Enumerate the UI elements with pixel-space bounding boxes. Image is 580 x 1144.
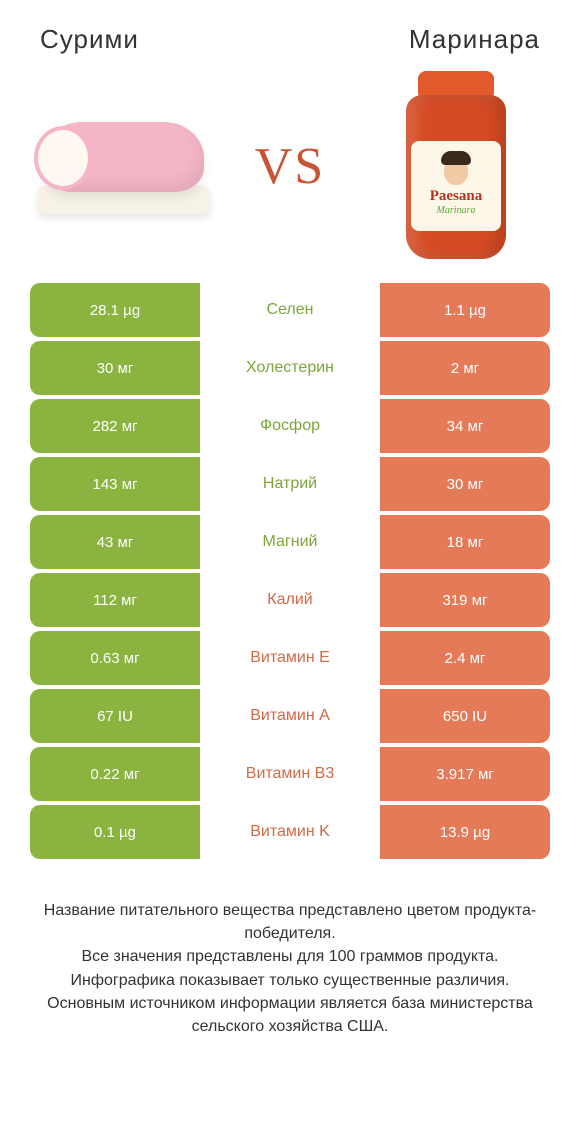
right-value: 650 IU (380, 689, 550, 743)
table-row: 0.1 µgВитамин K13.9 µg (30, 805, 550, 859)
product-right-image: Paesana Marinara (356, 76, 556, 256)
footnote-line: Все значения представлены для 100 граммо… (30, 945, 550, 968)
comparison-table: 28.1 µgСелен1.1 µg30 мгХолестерин2 мг282… (30, 283, 550, 859)
product-left-image (24, 76, 224, 256)
jar-brand: Paesana (430, 188, 483, 205)
vs-label: VS (255, 137, 325, 196)
nutrient-name: Витамин K (200, 805, 380, 859)
footnote-line: Основным источником информации является … (30, 992, 550, 1038)
left-value: 28.1 µg (30, 283, 200, 337)
right-value: 30 мг (380, 457, 550, 511)
right-value: 1.1 µg (380, 283, 550, 337)
nutrient-name: Селен (200, 283, 380, 337)
right-value: 34 мг (380, 399, 550, 453)
table-row: 0.63 мгВитамин E2.4 мг (30, 631, 550, 685)
table-row: 143 мгНатрий30 мг (30, 457, 550, 511)
nutrient-name: Натрий (200, 457, 380, 511)
footnote-line: Инфографика показывает только существенн… (30, 969, 550, 992)
left-value: 282 мг (30, 399, 200, 453)
left-value: 0.22 мг (30, 747, 200, 801)
nutrient-name: Холестерин (200, 341, 380, 395)
footnote-line: Название питательного вещества представл… (30, 899, 550, 945)
left-value: 143 мг (30, 457, 200, 511)
left-title: Сурими (40, 24, 139, 55)
table-row: 0.22 мгВитамин B33.917 мг (30, 747, 550, 801)
surimi-illustration (34, 116, 214, 216)
table-row: 43 мгМагний18 мг (30, 515, 550, 569)
table-row: 282 мгФосфор34 мг (30, 399, 550, 453)
right-value: 2 мг (380, 341, 550, 395)
nutrient-name: Витамин B3 (200, 747, 380, 801)
right-value: 3.917 мг (380, 747, 550, 801)
marinara-jar-illustration: Paesana Marinara (396, 71, 516, 261)
right-value: 18 мг (380, 515, 550, 569)
nutrient-name: Калий (200, 573, 380, 627)
table-row: 30 мгХолестерин2 мг (30, 341, 550, 395)
nutrient-name: Фосфор (200, 399, 380, 453)
left-value: 67 IU (30, 689, 200, 743)
jar-subtitle: Marinara (437, 205, 476, 216)
images-row: VS Paesana Marinara (0, 63, 580, 283)
left-value: 0.63 мг (30, 631, 200, 685)
nutrient-name: Витамин A (200, 689, 380, 743)
right-value: 319 мг (380, 573, 550, 627)
left-value: 30 мг (30, 341, 200, 395)
table-row: 67 IUВитамин A650 IU (30, 689, 550, 743)
table-row: 112 мгКалий319 мг (30, 573, 550, 627)
left-value: 112 мг (30, 573, 200, 627)
table-row: 28.1 µgСелен1.1 µg (30, 283, 550, 337)
right-title: Маринара (409, 24, 540, 55)
left-value: 0.1 µg (30, 805, 200, 859)
right-value: 2.4 мг (380, 631, 550, 685)
nutrient-name: Магний (200, 515, 380, 569)
footnote-text: Название питательного вещества представл… (30, 899, 550, 1038)
header: Сурими Маринара (0, 0, 580, 63)
left-value: 43 мг (30, 515, 200, 569)
right-value: 13.9 µg (380, 805, 550, 859)
nutrient-name: Витамин E (200, 631, 380, 685)
